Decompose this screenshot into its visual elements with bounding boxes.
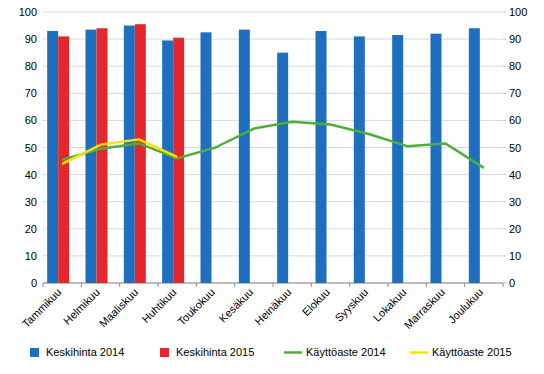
y2-tick-label: 70: [509, 87, 521, 99]
bar: [201, 32, 212, 283]
bar: [239, 30, 250, 283]
x-tick: [119, 283, 120, 287]
y-tick-label: 20: [25, 223, 37, 235]
y-tick-label: 50: [25, 142, 37, 154]
y2-tick: [503, 39, 506, 40]
y2-tick: [503, 12, 506, 13]
y2-tick: [503, 120, 506, 121]
y-tick-label: 60: [25, 114, 37, 126]
y2-tick: [503, 255, 506, 256]
x-tick-label: Huhtikuu: [139, 286, 178, 325]
bar: [316, 31, 327, 283]
y2-tick: [503, 93, 506, 94]
x-tick-label: Lokakuu: [371, 286, 409, 324]
bar: [86, 30, 97, 283]
x-tick: [196, 283, 197, 287]
x-tick-label: Tammikuu: [20, 286, 64, 330]
x-tick: [503, 283, 504, 287]
x-tick-label: Kesäkuu: [216, 286, 255, 325]
x-tick-label: Elokuu: [300, 286, 332, 318]
y2-tick: [503, 147, 506, 148]
y-tick-label: 30: [25, 196, 37, 208]
x-tick-label: Heinäkuu: [252, 286, 293, 327]
legend-swatch: [160, 348, 169, 357]
x-tick-label: Marraskuu: [402, 286, 447, 331]
y2-tick: [503, 66, 506, 67]
x-tick: [234, 283, 235, 287]
bar: [162, 40, 173, 283]
bar: [97, 28, 108, 283]
bar: [392, 35, 403, 283]
legend-label: Käyttöaste 2014: [306, 346, 386, 358]
y2-tick: [503, 174, 506, 175]
x-tick: [349, 283, 350, 287]
y2-tick-label: 100: [509, 6, 527, 18]
y2-tick-label: 80: [509, 60, 521, 72]
y2-tick-label: 10: [509, 250, 521, 262]
chart: 0 10 20 30 40 50 60 70 80 90 100 0 10 20 30 40 50 60 70 80 9…: [0, 0, 544, 374]
x-tick-label: Joulukuu: [446, 286, 486, 326]
legend-label: Keskihinta 2014: [46, 346, 124, 358]
y2-tick-label: 40: [509, 169, 521, 181]
y2-tick-label: 50: [509, 142, 521, 154]
bar: [469, 28, 480, 283]
legend-label: Käyttöaste 2015: [432, 346, 512, 358]
bar: [431, 34, 442, 283]
x-tick-label: Maaliskuu: [97, 286, 141, 330]
y2-tick: [503, 228, 506, 229]
x-tick: [388, 283, 389, 287]
x-tick: [273, 283, 274, 287]
y-tick-label: 0: [31, 277, 37, 289]
y-tick-label: 100: [19, 6, 37, 18]
y2-tick: [503, 201, 506, 202]
grid-line: [43, 12, 503, 13]
x-tick: [43, 283, 44, 287]
bar: [173, 38, 184, 283]
y-tick-label: 90: [25, 33, 37, 45]
y2-tick-label: 90: [509, 33, 521, 45]
bar: [124, 26, 135, 283]
x-tick: [311, 283, 312, 287]
plot-area: [47, 24, 484, 283]
y-tick-label: 10: [25, 250, 37, 262]
y2-tick-label: 60: [509, 114, 521, 126]
line: [62, 122, 484, 168]
y-tick-label: 70: [25, 87, 37, 99]
bar: [354, 36, 365, 283]
y2-tick-label: 20: [509, 223, 521, 235]
legend-label: Keskihinta 2015: [176, 346, 254, 358]
y2-tick-label: 0: [509, 277, 515, 289]
x-tick-label: Toukokuu: [175, 286, 217, 328]
y-tick-label: 40: [25, 169, 37, 181]
y-tick-label: 80: [25, 60, 37, 72]
x-tick-label: Syyskuu: [332, 286, 370, 324]
legend-swatch: [284, 351, 302, 354]
x-tick: [426, 283, 427, 287]
line: [62, 139, 177, 163]
y2-tick-label: 30: [509, 196, 521, 208]
x-tick: [158, 283, 159, 287]
bar: [135, 24, 146, 283]
legend-swatch: [30, 348, 39, 357]
legend-swatch: [410, 351, 428, 354]
x-tick: [464, 283, 465, 287]
bar: [47, 31, 58, 283]
x-tick: [81, 283, 82, 287]
bar: [277, 53, 288, 283]
